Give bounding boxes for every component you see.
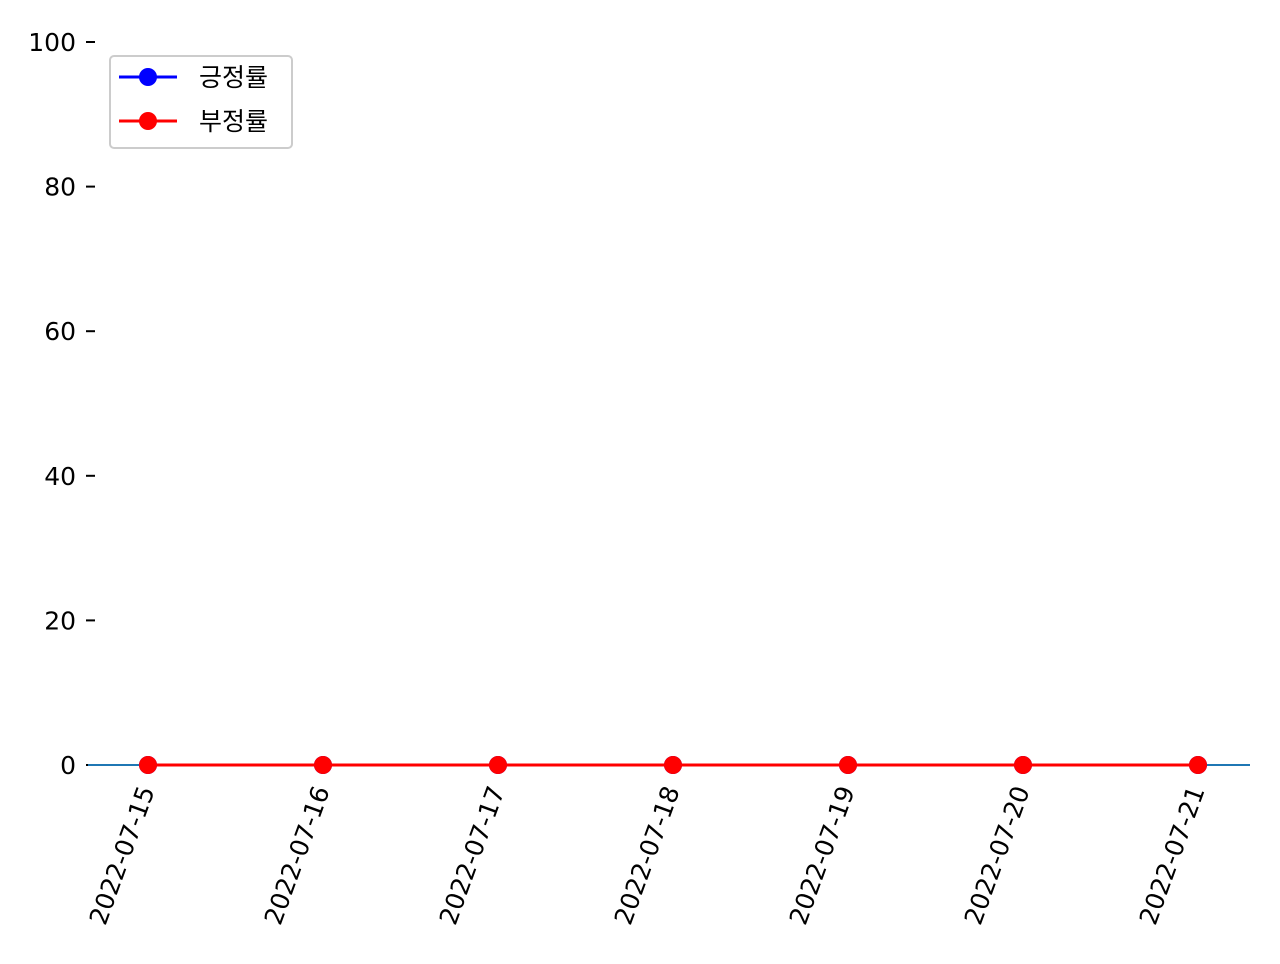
data-point-series-2 (1189, 756, 1207, 774)
data-point-series-2 (664, 756, 682, 774)
y-tick-label: 60 (44, 317, 76, 346)
x-tick-label: 2022-07-16 (259, 782, 336, 928)
y-axis: 0 20 40 60 80 100 (28, 28, 95, 780)
legend-label-series-1: 긍정률 (199, 63, 268, 92)
x-tick-label: 2022-07-17 (434, 782, 511, 928)
y-tick-label: 100 (28, 28, 76, 57)
x-axis: 2022-07-15 2022-07-16 2022-07-17 2022-07-18… (84, 765, 1211, 929)
x-tick-label: 2022-07-19 (784, 782, 861, 928)
legend-item-series-2: 부정률 (119, 107, 268, 136)
y-tick-label: 20 (44, 606, 76, 635)
x-tick-label: 2022-07-20 (959, 782, 1036, 928)
legend-marker-series-1 (139, 68, 157, 86)
data-point-series-2 (139, 756, 157, 774)
data-point-series-2 (839, 756, 857, 774)
x-tick-label: 2022-07-21 (1134, 782, 1211, 928)
legend: 긍정률 부정률 (109, 55, 293, 149)
y-tick-label: 40 (44, 462, 76, 491)
data-point-series-2 (1014, 756, 1032, 774)
legend-label-series-2: 부정률 (199, 107, 268, 136)
data-point-series-2 (489, 756, 507, 774)
series-layer (139, 756, 1207, 774)
y-tick-label: 0 (60, 751, 76, 780)
legend-marker-series-2 (139, 112, 157, 130)
series-2 (139, 756, 1207, 774)
x-tick-label: 2022-07-15 (84, 782, 161, 928)
legend-item-series-1: 긍정률 (119, 63, 268, 92)
data-point-series-2 (314, 756, 332, 774)
x-tick-label: 2022-07-18 (609, 782, 686, 928)
y-tick-label: 80 (44, 173, 76, 202)
